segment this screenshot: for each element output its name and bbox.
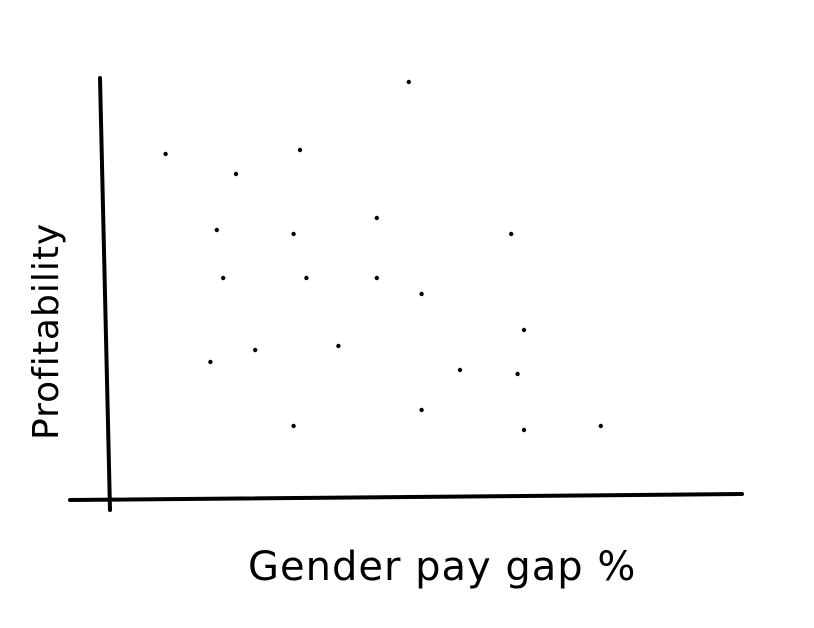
data-point <box>419 407 424 413</box>
x-axis-label: Gender pay gap % <box>248 544 636 590</box>
data-point <box>521 327 527 333</box>
data-point <box>291 231 296 237</box>
data-point <box>208 359 213 365</box>
data-point <box>374 215 379 221</box>
data-point <box>419 291 424 297</box>
data-point <box>233 171 239 177</box>
y-axis-label: Profitability <box>26 223 67 440</box>
data-point <box>221 275 226 281</box>
data-point <box>515 371 520 377</box>
data-point <box>598 423 603 429</box>
data-point <box>297 147 303 153</box>
data-point <box>304 275 309 281</box>
data-point <box>291 423 296 429</box>
data-point <box>214 227 219 233</box>
points-layer <box>163 79 603 433</box>
y-axis-line <box>98 76 112 512</box>
data-point <box>374 275 379 281</box>
data-point <box>253 347 258 353</box>
data-point <box>457 367 463 373</box>
data-point <box>521 427 527 433</box>
data-point <box>406 79 411 85</box>
data-point <box>336 343 341 349</box>
data-point <box>163 151 168 157</box>
data-point <box>509 231 514 237</box>
x-axis-line <box>68 492 744 502</box>
